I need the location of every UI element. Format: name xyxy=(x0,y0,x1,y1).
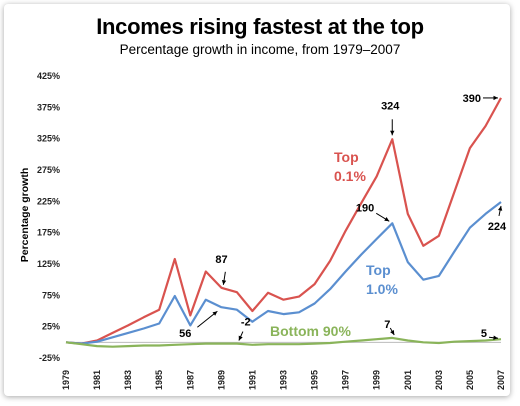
series-line-bottom-90 xyxy=(65,336,502,348)
annotation-label: 56 xyxy=(179,328,191,340)
x-tick-label: 1979 xyxy=(61,370,71,390)
y-tick-label: 225% xyxy=(37,196,60,206)
x-tick-label: 2001 xyxy=(403,370,413,390)
series-line-top-0-1 xyxy=(65,97,502,345)
x-tick-label: 2007 xyxy=(496,370,506,390)
chart-subtitle: Percentage growth in income, from 1979–2… xyxy=(119,42,401,57)
annotation-arrowhead xyxy=(493,335,498,340)
x-tick-label: 1985 xyxy=(154,370,164,390)
x-tick-label: 1987 xyxy=(185,370,195,390)
annotation-label: -2 xyxy=(241,317,251,329)
annotation-arrowhead xyxy=(384,217,390,222)
annotation-arrowhead xyxy=(221,280,227,285)
series-label-top-0-1-line1: Top xyxy=(334,149,359,165)
annotation-arrowhead xyxy=(390,130,395,136)
y-tick-label: 25% xyxy=(42,322,60,332)
series-label-bottom-90: Bottom 90% xyxy=(270,323,351,339)
annotation-label: 5 xyxy=(481,328,487,340)
annotation-label: 7 xyxy=(384,319,390,331)
x-tick-label: 1983 xyxy=(123,370,133,390)
series-label-top-1-0-line1: Top xyxy=(366,262,391,278)
series-line-top-1-0 xyxy=(65,201,502,345)
x-tick-label: 1995 xyxy=(310,370,320,390)
x-tick-label: 1993 xyxy=(279,370,289,390)
annotation-label: 87 xyxy=(215,254,227,266)
x-tick-label: 2005 xyxy=(465,370,475,390)
chart-frame xyxy=(4,4,510,396)
y-tick-label: 75% xyxy=(42,290,60,300)
annotation-arrowhead xyxy=(212,311,218,316)
x-tick-label: 1991 xyxy=(247,370,257,390)
annotation-label: 190 xyxy=(356,202,374,214)
y-tick-label: 275% xyxy=(37,165,60,175)
series-label-top-1-0-line2: 1.0% xyxy=(366,281,398,297)
x-tick-label: 1997 xyxy=(341,370,351,390)
y-tick-label: -25% xyxy=(39,353,60,363)
x-tick-label: 2003 xyxy=(434,370,444,390)
chart-title: Incomes rising fastest at the top xyxy=(96,14,424,39)
x-tick-label: 1999 xyxy=(372,370,382,390)
y-tick-label: 125% xyxy=(37,259,60,269)
y-tick-label: 425% xyxy=(37,71,60,81)
annotation-arrowhead xyxy=(390,329,395,335)
x-tick-label: 1981 xyxy=(92,370,102,390)
annotation-arrowhead xyxy=(497,205,503,211)
annotation-label: 390 xyxy=(463,93,481,105)
x-tick-label: 1989 xyxy=(216,370,226,390)
annotation-arrowhead xyxy=(493,95,498,101)
y-tick-label: 325% xyxy=(37,134,60,144)
y-tick-label: 175% xyxy=(37,228,60,238)
y-axis-label: Percentage growth xyxy=(19,168,31,263)
y-tick-label: 375% xyxy=(37,102,60,112)
annotation-label: 324 xyxy=(381,100,400,112)
annotation-label: 224 xyxy=(488,221,507,233)
annotation-arrowhead xyxy=(238,335,243,341)
series-label-top-0-1-line2: 0.1% xyxy=(334,168,366,184)
